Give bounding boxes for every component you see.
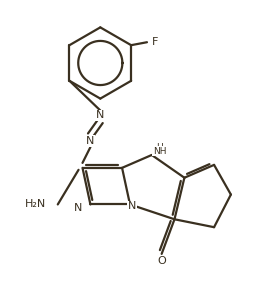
Text: N: N bbox=[86, 136, 95, 146]
Text: H₂N: H₂N bbox=[25, 200, 46, 209]
Text: H: H bbox=[156, 142, 162, 152]
Text: NH: NH bbox=[153, 146, 166, 156]
Text: N: N bbox=[96, 111, 105, 120]
Text: N: N bbox=[128, 201, 136, 212]
Text: N: N bbox=[74, 204, 82, 213]
Text: O: O bbox=[157, 256, 166, 266]
Text: F: F bbox=[152, 37, 158, 47]
